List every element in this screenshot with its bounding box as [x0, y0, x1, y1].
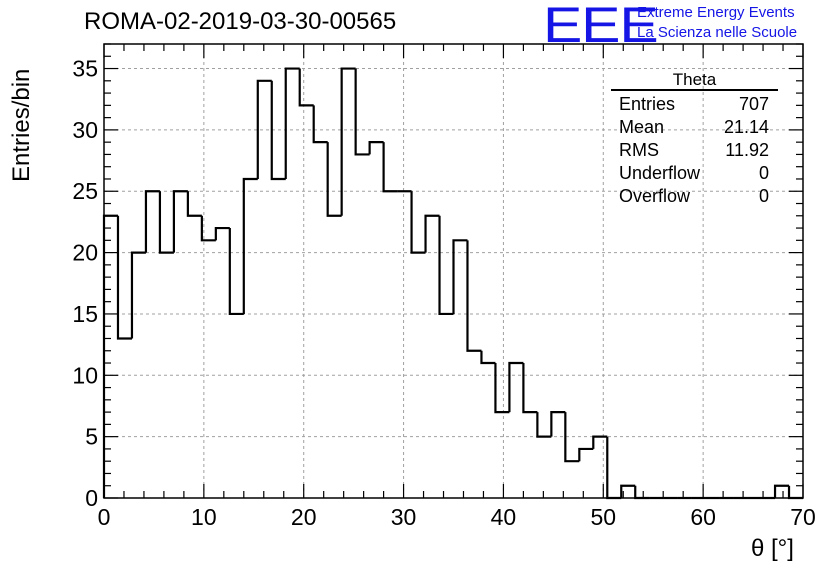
histogram-bin — [270, 80, 286, 181]
histogram-bin — [200, 215, 216, 242]
histogram-bin — [130, 251, 146, 339]
histogram-bin — [298, 68, 314, 107]
histogram-bin — [494, 363, 510, 414]
x-axis-label: θ [°] — [751, 535, 794, 562]
stats-label: Mean — [619, 117, 665, 137]
stats-row-overflow: Overflow 0 — [611, 185, 778, 208]
histogram-bin — [634, 485, 650, 500]
y-tick-label: 25 — [72, 178, 98, 204]
histogram-bin — [340, 67, 356, 216]
stats-label: Underflow — [619, 163, 701, 183]
histogram-bin — [592, 435, 608, 449]
histogram-bin — [438, 215, 454, 316]
plot-frame — [103, 43, 804, 499]
histogram-bin — [368, 141, 384, 155]
histogram-bin — [480, 350, 496, 365]
histogram-bin — [773, 484, 790, 498]
histogram-bin — [158, 191, 174, 254]
histogram-bin — [620, 484, 636, 498]
x-tick-label: 0 — [98, 504, 111, 530]
histogram-bin — [312, 105, 328, 144]
histogram-bin — [424, 214, 440, 253]
x-tick-label: 20 — [291, 504, 317, 530]
stats-value: 11.92 — [725, 140, 769, 160]
histogram-bin — [284, 67, 300, 179]
histogram-bin — [522, 363, 538, 414]
histogram-bin — [452, 239, 468, 314]
run-title: ROMA-02-2019-03-30-00565 — [84, 8, 397, 35]
stats-label: Overflow — [619, 186, 691, 206]
x-tick-label: 30 — [391, 504, 417, 530]
stats-row-mean: Mean 21.14 — [611, 116, 778, 139]
histogram-bin — [102, 214, 118, 498]
histogram-bin — [787, 485, 803, 500]
y-tick-label: 5 — [85, 424, 98, 450]
stats-row-underflow: Underflow 0 — [611, 162, 778, 185]
stats-box: Theta Entries 707 Mean 21.14 RMS 11.92 U… — [611, 70, 778, 208]
histogram-bin — [550, 411, 566, 437]
histogram-bin — [466, 240, 482, 352]
stats-row-entries: Entries 707 — [611, 93, 778, 116]
eee-logo: EEE — [543, 0, 659, 53]
x-tick-label: 50 — [590, 504, 616, 530]
histogram-bin — [508, 361, 524, 413]
x-tick-label: 70 — [790, 504, 816, 530]
histogram-bin — [116, 215, 132, 340]
brand-line-2: La Scienza nelle Scuole — [637, 24, 798, 41]
y-tick-label: 20 — [72, 240, 98, 266]
stats-title: Theta — [611, 70, 778, 91]
histogram-bin — [354, 68, 370, 156]
histogram-bin — [186, 191, 202, 217]
stats-value: 21.14 — [723, 117, 769, 137]
histogram-bin — [256, 79, 272, 179]
x-tick-label: 40 — [491, 504, 517, 530]
stats-value: 0 — [758, 186, 769, 206]
histogram-bin — [214, 226, 230, 241]
x-tick-label: 60 — [690, 504, 716, 530]
y-tick-label: 15 — [72, 301, 98, 327]
histogram-bin — [144, 190, 160, 253]
histogram-bin — [536, 412, 552, 438]
histogram-bin — [564, 412, 580, 463]
histogram-bin — [172, 190, 188, 253]
histogram-bin — [326, 142, 342, 217]
brand-line-1: Extreme Energy Events — [637, 4, 795, 21]
stats-row-rms: RMS 11.92 — [611, 139, 778, 162]
histogram-bin — [382, 142, 398, 193]
histogram-bin — [242, 177, 258, 314]
x-tick-label: 10 — [191, 504, 217, 530]
stats-value: 0 — [758, 163, 769, 183]
y-axis-label: Entries/bin — [8, 68, 35, 182]
stats-label: RMS — [619, 140, 659, 160]
stats-label: Entries — [619, 94, 676, 114]
histogram-bin — [578, 447, 594, 462]
histogram-bin — [606, 436, 622, 500]
y-tick-label: 35 — [72, 56, 98, 82]
stats-value: 707 — [738, 94, 769, 114]
histogram-bin — [228, 228, 244, 316]
histogram-bin — [410, 191, 426, 254]
y-tick-label: 30 — [72, 117, 98, 143]
y-tick-label: 0 — [85, 485, 98, 511]
y-tick-label: 10 — [72, 362, 98, 388]
